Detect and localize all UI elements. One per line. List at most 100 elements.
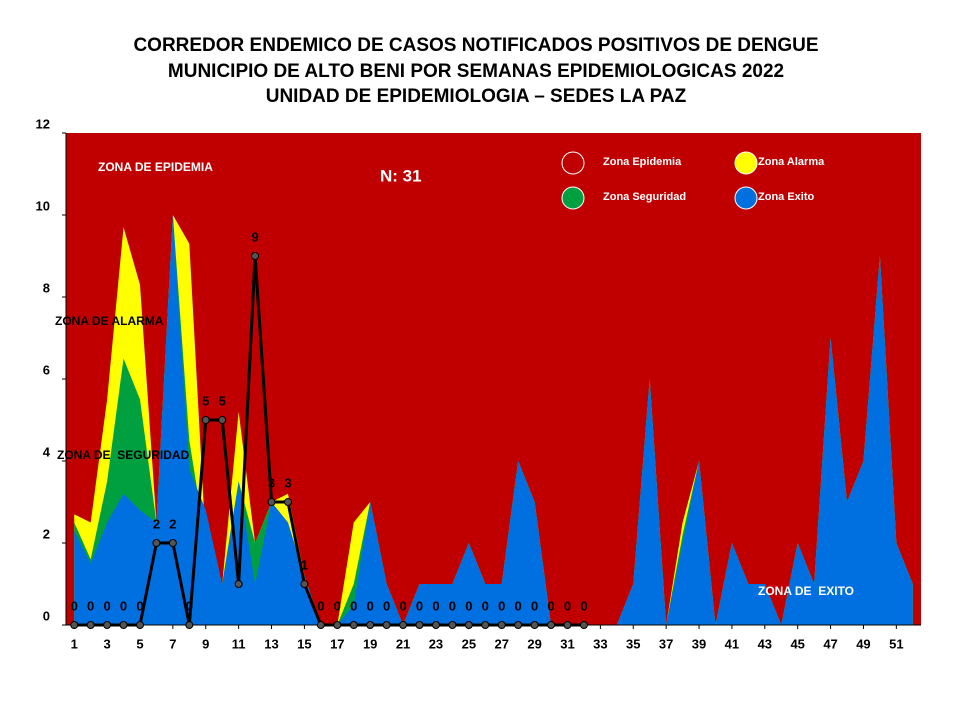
x-tick-label: 7 <box>169 636 176 651</box>
case-point <box>497 621 506 629</box>
annotation: N: 31 <box>380 166 422 185</box>
x-tick-label: 45 <box>790 636 804 651</box>
y-tick-label: 2 <box>43 526 50 541</box>
data-label: 0 <box>498 598 505 613</box>
x-tick-label: 51 <box>889 636 903 651</box>
legend-marker <box>734 186 758 210</box>
case-point <box>547 621 556 629</box>
annotation: ZONA DE SEGURIDAD <box>57 448 190 462</box>
x-tick-label: 3 <box>103 636 110 651</box>
data-label: 2 <box>153 516 160 531</box>
data-label: 0 <box>432 598 439 613</box>
case-point <box>300 580 309 588</box>
legend-label: Zona Epidemia <box>603 156 682 168</box>
case-point <box>382 621 391 629</box>
x-tick-label: 5 <box>136 636 143 651</box>
data-label: 0 <box>515 598 522 613</box>
legend-label: Zona Exito <box>758 191 815 203</box>
case-point <box>448 621 457 629</box>
x-tick-label: 15 <box>297 636 311 651</box>
data-label: 0 <box>334 598 341 613</box>
data-label: 0 <box>103 598 110 613</box>
data-label: 0 <box>383 598 390 613</box>
data-label: 0 <box>120 598 127 613</box>
case-point <box>218 416 227 424</box>
x-tick-label: 41 <box>725 636 739 651</box>
x-tick-label: 27 <box>494 636 508 651</box>
case-point <box>267 498 276 506</box>
data-label: 5 <box>219 393 226 408</box>
data-label: 0 <box>71 598 78 613</box>
y-tick-label: 6 <box>43 362 50 377</box>
case-point <box>464 621 473 629</box>
chart-title: UNIDAD DE EPIDEMIOLOGIA – SEDES LA PAZ <box>266 86 687 107</box>
legend-marker <box>561 186 585 210</box>
y-tick-label: 12 <box>36 116 50 131</box>
case-point <box>366 621 375 629</box>
data-label: 2 <box>169 516 176 531</box>
case-point <box>333 621 342 629</box>
y-tick-label: 8 <box>43 280 50 295</box>
case-point <box>349 621 358 629</box>
data-label: 0 <box>465 598 472 613</box>
case-point <box>579 621 588 629</box>
annotation: ZONA DE ALARMA <box>55 314 164 328</box>
case-point <box>168 539 177 547</box>
data-label: 5 <box>202 393 209 408</box>
data-label: 0 <box>87 598 94 613</box>
case-point <box>103 621 112 629</box>
x-tick-label: 13 <box>264 636 278 651</box>
case-point <box>152 539 161 547</box>
legend-label: Zona Seguridad <box>603 191 686 203</box>
x-tick-label: 17 <box>330 636 344 651</box>
case-point <box>234 580 243 588</box>
data-label: 0 <box>136 598 143 613</box>
case-point <box>135 621 144 629</box>
x-tick-label: 23 <box>429 636 443 651</box>
data-label: 0 <box>350 598 357 613</box>
chart-title: MUNICIPIO DE ALTO BENI POR SEMANAS EPIDE… <box>168 61 784 82</box>
data-label: 0 <box>317 598 324 613</box>
x-tick-label: 35 <box>626 636 640 651</box>
case-point <box>431 621 440 629</box>
x-tick-label: 43 <box>758 636 772 651</box>
data-label: 0 <box>367 598 374 613</box>
data-label: 1 <box>301 557 308 572</box>
case-point <box>251 252 260 260</box>
x-tick-label: 21 <box>396 636 410 651</box>
legend-marker <box>561 151 585 175</box>
case-point <box>481 621 490 629</box>
case-point <box>185 621 194 629</box>
x-tick-label: 31 <box>560 636 574 651</box>
x-tick-label: 39 <box>692 636 706 651</box>
chart-title: CORREDOR ENDEMICO DE CASOS NOTIFICADOS P… <box>133 35 818 56</box>
case-point <box>70 621 79 629</box>
y-tick-label: 10 <box>36 198 50 213</box>
case-point <box>86 621 95 629</box>
x-tick-label: 25 <box>462 636 476 651</box>
case-point <box>316 621 325 629</box>
case-point <box>415 621 424 629</box>
annotation: ZONA DE EPIDEMIA <box>98 160 213 174</box>
y-tick-label: 0 <box>43 608 50 623</box>
case-point <box>563 621 572 629</box>
data-label: 0 <box>186 598 193 613</box>
x-tick-label: 9 <box>202 636 209 651</box>
x-tick-label: 47 <box>823 636 837 651</box>
data-label: 0 <box>416 598 423 613</box>
case-point <box>514 621 523 629</box>
data-label: 3 <box>268 475 275 490</box>
case-point <box>530 621 539 629</box>
x-tick-label: 29 <box>527 636 541 651</box>
x-tick-label: 37 <box>659 636 673 651</box>
data-label: 0 <box>580 598 587 613</box>
data-label: 3 <box>284 475 291 490</box>
legend-marker <box>734 151 758 175</box>
x-tick-label: 1 <box>71 636 78 651</box>
data-label: 0 <box>482 598 489 613</box>
x-tick-label: 49 <box>856 636 870 651</box>
case-point <box>201 416 210 424</box>
data-label: 0 <box>449 598 456 613</box>
case-point <box>119 621 128 629</box>
